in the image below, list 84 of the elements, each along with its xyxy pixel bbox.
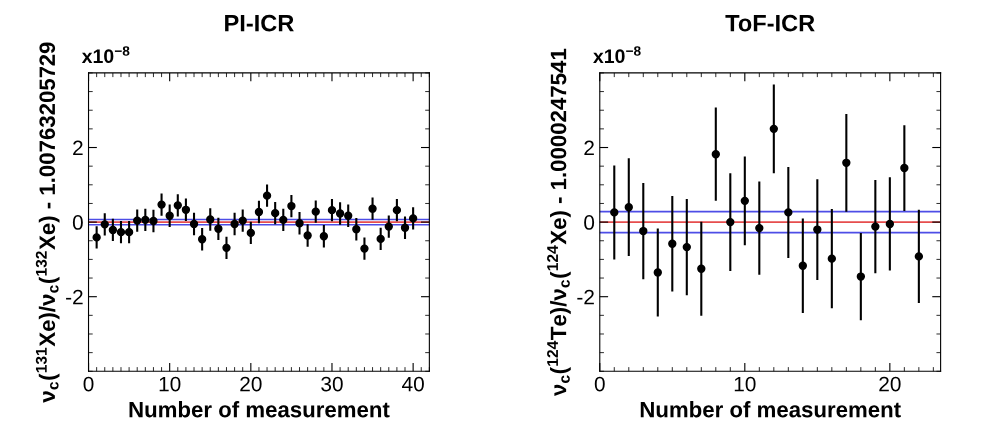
point: [92, 233, 101, 242]
x-tick-label: 0: [594, 376, 605, 392]
point: [344, 211, 353, 220]
point: [108, 225, 118, 235]
point: [149, 216, 158, 226]
point: [246, 228, 255, 238]
point: [206, 215, 215, 224]
point: [900, 163, 909, 173]
point: [376, 234, 385, 244]
point: [769, 124, 778, 134]
point: [871, 222, 880, 231]
point: [624, 203, 633, 212]
point: [262, 191, 272, 200]
point: [639, 226, 648, 236]
text: ν$_{c}$($^{124}$Te)/ν$_{c}$($^{124}$Xe) - 1.0000247541: [547, 48, 571, 397]
point: [303, 231, 312, 240]
y-tick-label: 2: [73, 140, 83, 156]
point: [214, 224, 223, 233]
point: [197, 235, 207, 244]
y-tick-label: 2: [584, 140, 594, 156]
point: [100, 220, 109, 229]
point: [856, 272, 866, 281]
point: [408, 214, 418, 223]
y-tick-label: 0: [72, 215, 83, 230]
point: [222, 243, 231, 253]
x-tick-label: 10: [734, 376, 756, 392]
point: [392, 206, 402, 215]
point: [230, 219, 239, 229]
text: x10$^{−8}$: [593, 46, 641, 64]
point: [711, 150, 720, 159]
x-tick-label: 10: [159, 376, 181, 392]
y-tick-label: -2: [66, 289, 83, 305]
point: [311, 207, 320, 216]
point: [319, 232, 329, 241]
y-tick-label: 0: [584, 215, 595, 230]
chart-title: ToF-ICR: [725, 14, 815, 32]
point: [827, 254, 837, 263]
x-axis-title: Number of measurement: [129, 401, 390, 418]
point: [141, 215, 150, 225]
point: [368, 204, 377, 213]
point: [682, 242, 691, 252]
x-tick-label: 20: [240, 376, 262, 392]
point: [400, 223, 410, 232]
point: [271, 208, 280, 218]
point: [798, 261, 807, 270]
text: ν$_{c}$($^{131}$Xe)/ν$_{c}$($^{132}$Xe) - 1.00763205729: [35, 42, 60, 403]
point: [181, 205, 191, 214]
point: [726, 217, 735, 227]
point: [295, 219, 304, 228]
point: [335, 209, 345, 218]
point: [352, 225, 361, 234]
x-tick-label: 0: [83, 376, 94, 392]
point: [238, 216, 247, 225]
point: [173, 201, 182, 210]
point: [653, 268, 662, 277]
point: [327, 206, 337, 215]
point: [384, 222, 393, 231]
point: [287, 201, 296, 211]
x-axis-title: Number of measurement: [640, 401, 901, 418]
point: [165, 211, 174, 220]
x-tick-label: 20: [879, 376, 901, 392]
point: [740, 196, 749, 206]
text: x10$^{−8}$: [81, 46, 130, 64]
point: [124, 228, 134, 237]
point: [157, 200, 166, 209]
x-tick-label: 30: [321, 376, 343, 392]
point: [133, 216, 142, 225]
point: [885, 219, 895, 229]
point: [784, 208, 793, 217]
point: [755, 223, 764, 233]
point: [914, 252, 924, 261]
chart-title: PI-ICR: [225, 14, 294, 32]
x-tick-label: 40: [402, 376, 424, 392]
point: [360, 244, 369, 253]
point: [842, 158, 851, 167]
point: [116, 228, 126, 237]
y-tick-label: -2: [577, 289, 594, 305]
point: [697, 264, 706, 273]
point: [813, 225, 822, 234]
point: [279, 215, 288, 225]
point: [189, 219, 199, 229]
point: [254, 207, 264, 217]
point: [610, 208, 619, 217]
point: [668, 239, 677, 248]
